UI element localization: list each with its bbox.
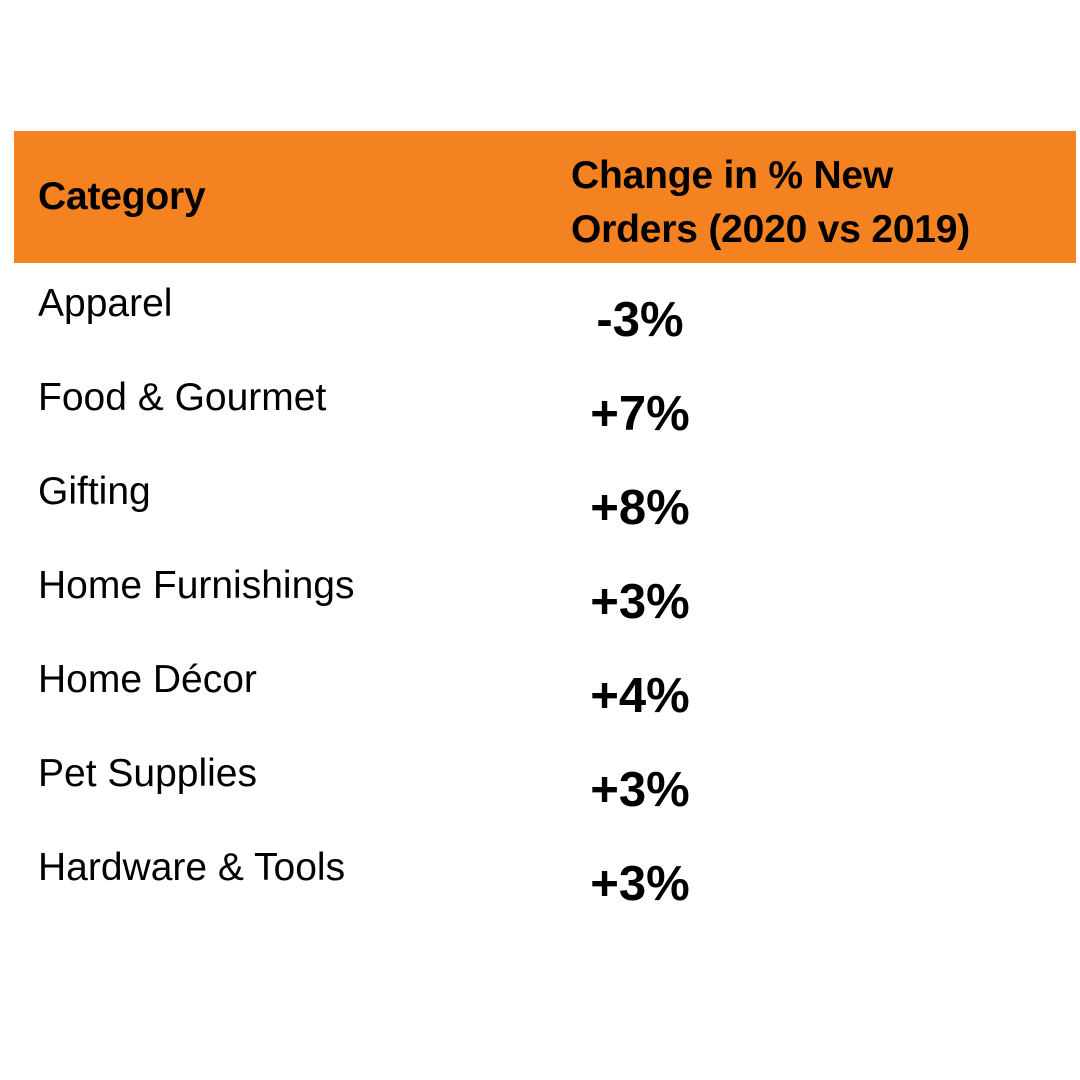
header-change: Change in % New Orders (2020 vs 2019) bbox=[571, 149, 970, 257]
table-row-change-value: +3% bbox=[590, 857, 690, 911]
table-row-change-value: -3% bbox=[596, 293, 684, 347]
table-row-category: Pet Supplies bbox=[38, 752, 257, 795]
table-row-change-value: +3% bbox=[590, 763, 690, 817]
table-row-category: Home Furnishings bbox=[38, 564, 355, 607]
table-header: Category Change in % New Orders (2020 vs… bbox=[14, 131, 1076, 263]
table-row-category: Food & Gourmet bbox=[38, 376, 327, 419]
table-row-category: Gifting bbox=[38, 470, 151, 513]
header-change-line-2: Orders (2020 vs 2019) bbox=[571, 208, 971, 251]
table-row-change-value: +4% bbox=[590, 669, 690, 723]
table-row-category: Hardware & Tools bbox=[38, 846, 346, 889]
table-row-change-value: +3% bbox=[590, 575, 690, 629]
header-category: Category bbox=[38, 175, 206, 218]
table-row-change-value: +8% bbox=[590, 481, 690, 535]
table-row-category: Apparel bbox=[38, 282, 173, 325]
header-change-line-1: Change in % New bbox=[571, 154, 894, 197]
table-row-category: Home Décor bbox=[38, 658, 257, 701]
table-row-change-value: +7% bbox=[590, 387, 690, 441]
